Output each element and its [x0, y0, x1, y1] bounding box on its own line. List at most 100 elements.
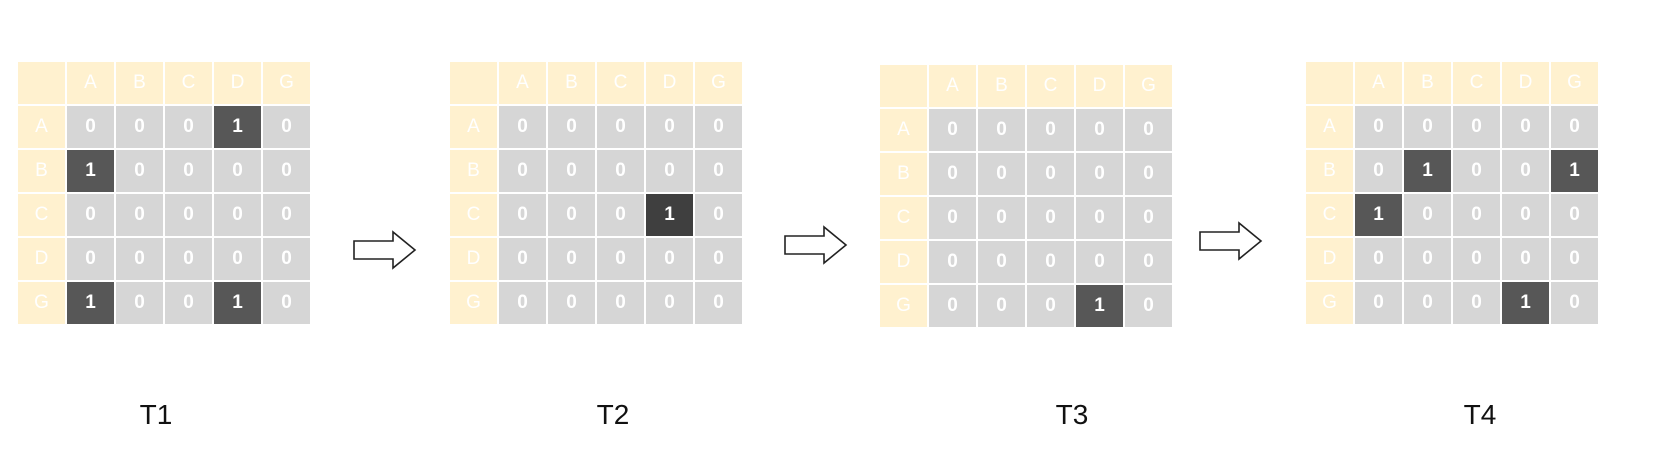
matrix-cell: 0 — [1453, 282, 1500, 324]
column-header: G — [1551, 62, 1598, 104]
matrix-cell: 0 — [1551, 238, 1598, 280]
matrix-cell: 0 — [214, 238, 261, 280]
matrix-cell: 0 — [1076, 153, 1123, 195]
row-header: D — [1306, 238, 1353, 280]
matrix-cell: 0 — [1502, 238, 1549, 280]
matrix-cell: 0 — [165, 238, 212, 280]
matrix-cell: 0 — [67, 106, 114, 148]
column-header: C — [597, 62, 644, 104]
matrix-cell: 0 — [165, 282, 212, 324]
matrix-cell: 0 — [165, 106, 212, 148]
matrix-corner-cell — [1306, 62, 1353, 104]
matrix-cell: 1 — [1551, 150, 1598, 192]
matrix-cell: 0 — [214, 150, 261, 192]
matrix-cell: 0 — [1502, 106, 1549, 148]
row-header: B — [1306, 150, 1353, 192]
matrix-cell: 0 — [548, 282, 595, 324]
matrix-cell: 0 — [214, 194, 261, 236]
matrix-cell: 1 — [1076, 285, 1123, 327]
row-header: C — [18, 194, 65, 236]
column-header: C — [1027, 65, 1074, 107]
row-header: A — [1306, 106, 1353, 148]
column-header: B — [1404, 62, 1451, 104]
matrix-cell: 0 — [1125, 285, 1172, 327]
matrix-cell: 0 — [597, 194, 644, 236]
matrix-cell: 0 — [116, 194, 163, 236]
column-header: D — [214, 62, 261, 104]
matrix-cell: 0 — [1355, 238, 1402, 280]
matrix-cell: 0 — [1404, 282, 1451, 324]
matrix-cell: 0 — [1076, 109, 1123, 151]
panel-label-t4: T4 — [1463, 399, 1497, 430]
matrix-corner-cell — [18, 62, 65, 104]
matrix-cell: 0 — [695, 150, 742, 192]
matrix-cell: 0 — [1453, 106, 1500, 148]
matrix-cell: 0 — [978, 241, 1025, 283]
matrix-cell: 0 — [499, 150, 546, 192]
column-header: A — [499, 62, 546, 104]
matrix-cell: 1 — [1355, 194, 1402, 236]
matrix-cell: 1 — [646, 194, 693, 236]
matrix-cell: 0 — [1027, 241, 1074, 283]
row-header: G — [1306, 282, 1353, 324]
matrix-cell: 0 — [1502, 150, 1549, 192]
matrix-cell: 0 — [597, 106, 644, 148]
matrix-cell: 0 — [1027, 285, 1074, 327]
matrix-cell: 0 — [1404, 194, 1451, 236]
column-header: B — [978, 65, 1025, 107]
matrix-cell: 0 — [1027, 109, 1074, 151]
matrix-cell: 0 — [499, 194, 546, 236]
matrix-cell: 0 — [929, 109, 976, 151]
row-header: D — [880, 241, 927, 283]
column-header: A — [929, 65, 976, 107]
matrix-cell: 0 — [1453, 150, 1500, 192]
matrix-cell: 0 — [695, 194, 742, 236]
matrix-cell: 0 — [548, 194, 595, 236]
column-header: A — [67, 62, 114, 104]
matrix-cell: 0 — [263, 106, 310, 148]
row-header: B — [450, 150, 497, 192]
row-header: A — [450, 106, 497, 148]
right-arrow-icon — [784, 225, 848, 265]
matrix-corner-cell — [880, 65, 927, 107]
matrix-cell: 1 — [214, 106, 261, 148]
matrix-cell: 0 — [978, 197, 1025, 239]
matrix-cell: 0 — [929, 241, 976, 283]
matrix-cell: 0 — [1125, 109, 1172, 151]
column-header: G — [695, 62, 742, 104]
matrix-cell: 1 — [67, 282, 114, 324]
matrix-cell: 0 — [929, 197, 976, 239]
matrix-cell: 0 — [165, 150, 212, 192]
matrix-cell: 0 — [499, 238, 546, 280]
matrix-corner-cell — [450, 62, 497, 104]
right-arrow-icon — [1199, 221, 1263, 261]
column-header: D — [1076, 65, 1123, 107]
matrix-cell: 1 — [1502, 282, 1549, 324]
matrix-cell: 0 — [1355, 106, 1402, 148]
matrix-cell: 0 — [1355, 282, 1402, 324]
matrix-cell: 0 — [548, 106, 595, 148]
row-header: C — [450, 194, 497, 236]
matrix-cell: 0 — [1404, 106, 1451, 148]
matrix-cell: 0 — [263, 238, 310, 280]
matrix-cell: 0 — [1076, 197, 1123, 239]
column-header: B — [548, 62, 595, 104]
matrix-cell: 0 — [1076, 241, 1123, 283]
